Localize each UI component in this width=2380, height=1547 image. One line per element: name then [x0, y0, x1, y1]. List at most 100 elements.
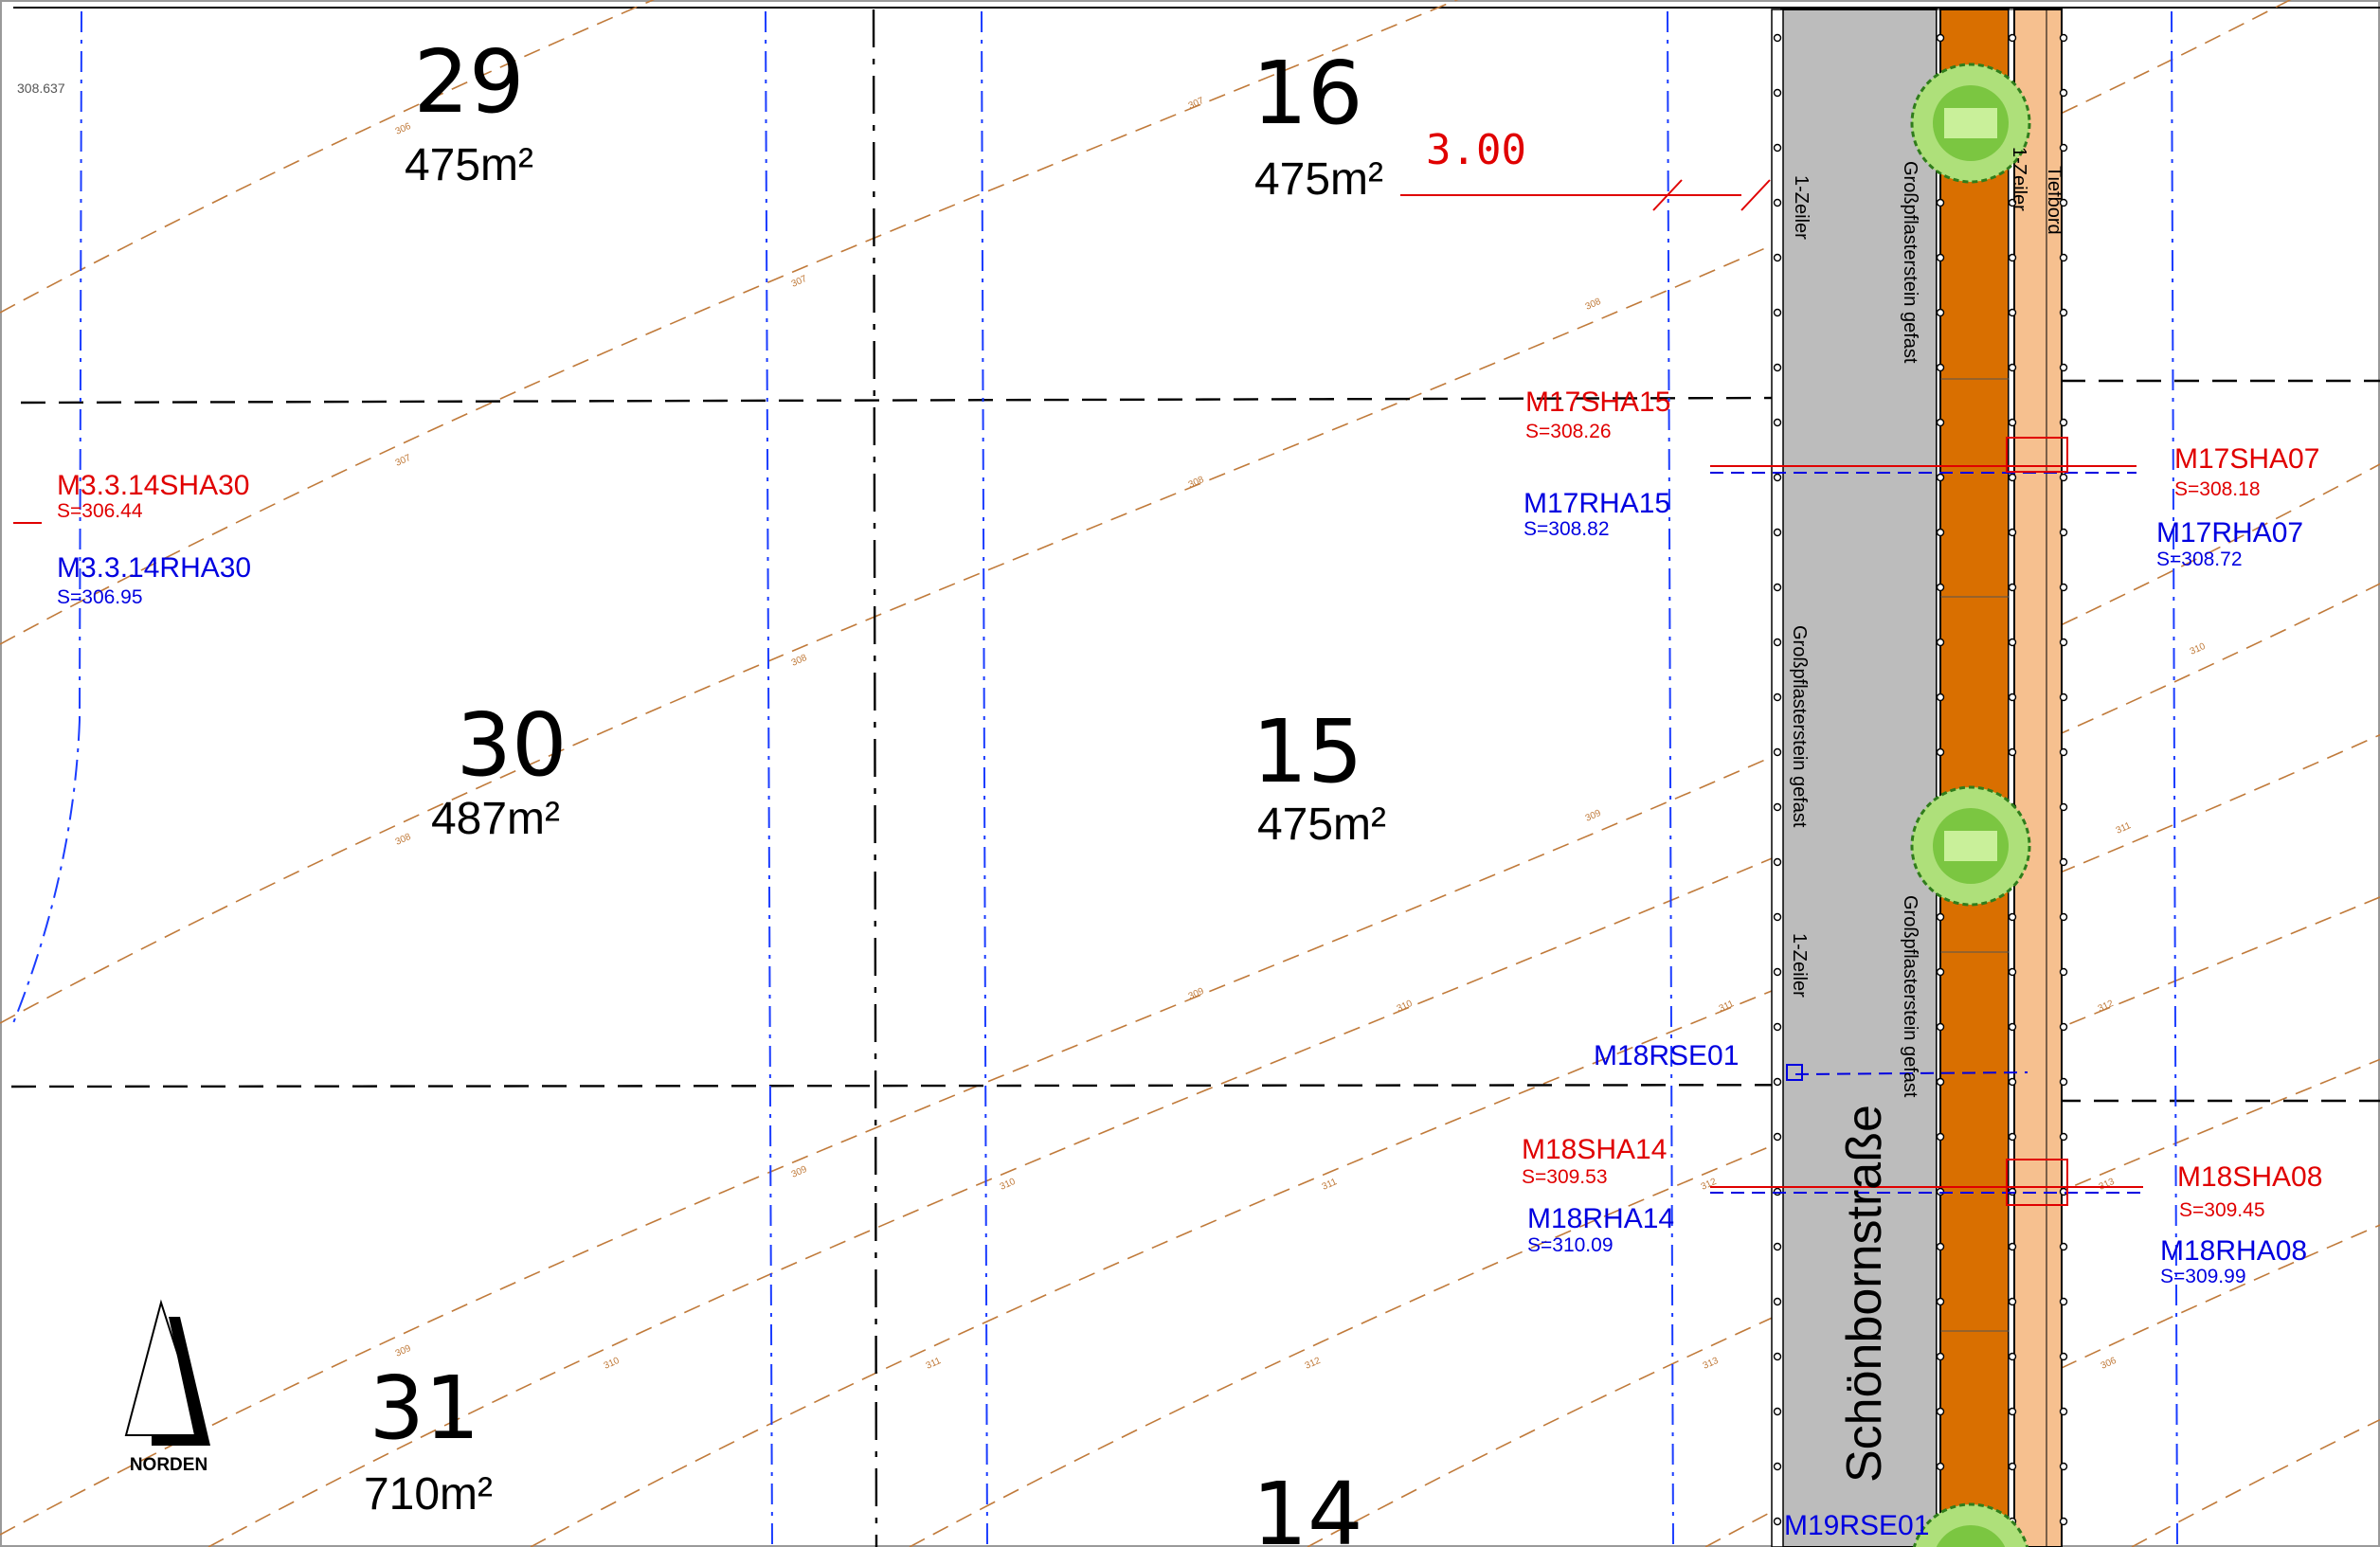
building-line: [1667, 10, 1674, 1547]
gully-box: [2006, 1159, 2068, 1206]
contour-line: [530, 733, 2380, 1547]
road-marker: [1936, 1407, 1945, 1416]
road-marker: [2059, 1242, 2068, 1251]
road-marker: [1936, 583, 1945, 592]
road-marker: [2008, 638, 2017, 647]
road-marker: [2008, 583, 2017, 592]
plot-number: 14: [1252, 1464, 1362, 1547]
road-marker: [2008, 418, 2017, 427]
road-row-label: 1-Zeiler: [2009, 147, 2029, 211]
tree-crown: [1936, 1525, 2006, 1547]
manhole-id: M18SHA08: [2177, 1161, 2322, 1193]
building-lines: [12, 10, 2178, 1547]
road-marker: [1773, 912, 1782, 922]
sidewalk-strip: [2013, 9, 2063, 1547]
road-row-label: 1-Zeiler: [1789, 933, 1810, 998]
plot-number: 15: [1252, 701, 1362, 802]
road-marker: [1936, 1352, 1945, 1361]
manhole-elevation: S=310.09: [1527, 1234, 1614, 1256]
manhole-id: M18RHA14: [1527, 1203, 1674, 1234]
road-marker: [1936, 33, 1945, 43]
road-marker: [2059, 308, 2068, 317]
north-arrow: NORDEN: [124, 1299, 210, 1475]
contour-line: [0, 0, 656, 314]
road-marker: [2059, 912, 2068, 922]
road-marker: [2059, 747, 2068, 757]
road-row-label: 1-Zeiler: [1791, 175, 1812, 240]
gully-box: [2006, 437, 2068, 473]
tree-3: [1912, 1502, 2029, 1547]
contour-line: [1307, 1058, 2380, 1547]
plot-number: 29: [413, 31, 524, 133]
road-marker: [2008, 363, 2017, 372]
road-marker: [1936, 473, 1945, 482]
road-marker: [1936, 363, 1945, 372]
road-marker: [1773, 308, 1782, 317]
manhole-id: M19RSE01: [1784, 1510, 1929, 1541]
dimension-annotation: 3.00: [1400, 126, 1771, 211]
road-marker: [2059, 253, 2068, 262]
north-label: NORDEN: [130, 1455, 207, 1475]
road-paving-label: Großpflasterstein gefast: [1789, 625, 1810, 828]
road-marker: [1773, 1517, 1782, 1526]
road-marker: [1936, 308, 1945, 317]
building-line: [765, 10, 773, 1547]
road-marker: [2008, 967, 2017, 977]
road-marker: [1773, 638, 1782, 647]
road-marker: [1773, 143, 1782, 153]
contour-line: [0, 0, 2292, 1024]
road-marker: [1773, 1077, 1782, 1087]
contour-line: [1704, 1224, 2380, 1547]
road-marker: [2059, 1462, 2068, 1471]
road-marker: [2008, 253, 2017, 262]
road-marker: [2008, 473, 2017, 482]
road-marker: [1936, 967, 1945, 977]
contour-line: [0, 463, 2380, 1536]
plot-boundaries: [10, 9, 2380, 1547]
road-marker: [2008, 1132, 2017, 1142]
road-edge-row: [1771, 9, 1784, 1547]
road-marker: [2059, 1132, 2068, 1142]
manhole-elevation: S=308.26: [1525, 421, 1612, 442]
plot-area: 710m²: [364, 1469, 493, 1520]
road-marker: [1773, 88, 1782, 98]
dimension-tick: [1740, 179, 1771, 211]
road-marker: [1936, 198, 1945, 207]
road-marker: [2059, 638, 2068, 647]
manhole-elevation: S=309.45: [2179, 1199, 2265, 1221]
north-arrow-shadow: [152, 1317, 210, 1446]
road-marker: [1773, 857, 1782, 867]
road-marker: [2059, 363, 2068, 372]
plot-29: 29 475m²: [405, 31, 533, 190]
tree-1: [1910, 63, 2031, 184]
road-marker: [1773, 198, 1782, 207]
manhole-id: M18RHA08: [2160, 1235, 2307, 1267]
manhole-id: M17RHA15: [1524, 488, 1670, 519]
road-marker: [2059, 1407, 2068, 1416]
manhole-id: M3.3.14SHA30: [57, 470, 249, 501]
road-marker: [1773, 1297, 1782, 1306]
road-marker: [1773, 1132, 1782, 1142]
plot-area: 475m²: [405, 140, 533, 190]
plot-number: 31: [369, 1358, 479, 1459]
manhole-id: M3.3.14RHA30: [57, 552, 251, 584]
road-marker: [2008, 528, 2017, 537]
building-line: [2171, 10, 2178, 1547]
plot-30: 30 487m²: [431, 694, 568, 844]
manhole-id: M18SHA14: [1522, 1134, 1667, 1165]
road-marker: [1773, 473, 1782, 482]
road-marker: [1936, 1022, 1945, 1032]
road-marker: [2008, 747, 2017, 757]
road-marker: [2008, 1022, 2017, 1032]
manhole-elevation: S=306.95: [57, 586, 143, 608]
road-marker: [1936, 747, 1945, 757]
road-marker: [1773, 747, 1782, 757]
road-marker: [2059, 33, 2068, 43]
dimension-value: 3.00: [1426, 126, 1526, 174]
boundary-line: [872, 9, 878, 1547]
road-marker: [2059, 528, 2068, 537]
manhole-elevation: S=308.18: [2174, 478, 2261, 500]
road-marker: [1936, 1077, 1945, 1087]
manhole-elevation: S=309.53: [1522, 1166, 1608, 1188]
